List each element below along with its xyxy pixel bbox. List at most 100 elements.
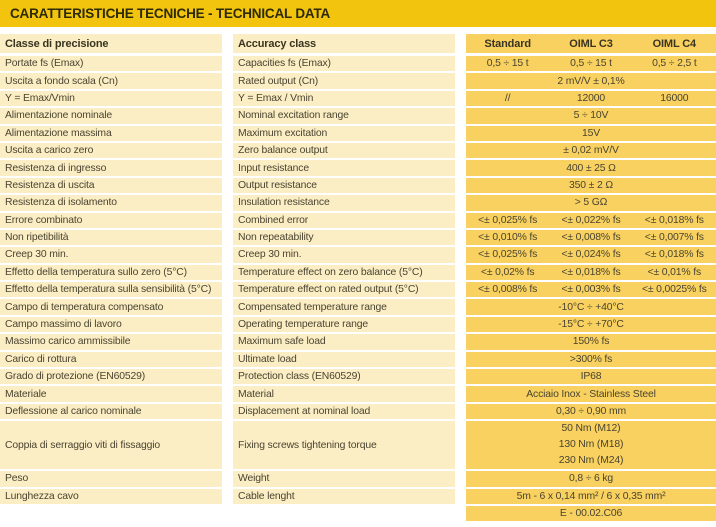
column-gap: [222, 73, 233, 88]
value-span-cell: >300% fs: [466, 351, 716, 368]
value-item: //: [504, 92, 511, 104]
label-italian-cell: Grado di protezione (EN60529): [0, 369, 222, 385]
value-cell: <± 0,02% fs <± 0,018% fs <± 0,01% fs: [466, 264, 716, 281]
column-gap: [455, 404, 466, 419]
value-item: 12000: [576, 92, 606, 104]
table-row: Deflessione al carico nominale Displaceme…: [0, 403, 716, 420]
column-gap: [455, 369, 466, 384]
value-span-cell: 150% fs: [466, 334, 716, 350]
label-english-cell: [233, 506, 455, 521]
table-row: Campo massimo di lavoro Operating tempera…: [0, 316, 716, 333]
label-italian-cell: Materiale: [0, 386, 222, 402]
value-item: <± 0,003% fs: [561, 284, 621, 296]
label-italian-cell: Uscita a carico zero: [0, 142, 222, 159]
value-item: <± 0,025% fs: [478, 214, 538, 226]
label-english-cell: Compensated temperature range: [233, 299, 455, 315]
column-gap: [455, 91, 466, 106]
column-gap: [455, 160, 466, 175]
value-line: 50 Nm (M12): [561, 423, 621, 435]
label-italian-cell: Carico di rottura: [0, 351, 222, 368]
label-italian-cell: Resistenza di isolamento: [0, 195, 222, 211]
value-item: 0,5 ÷ 2,5 t: [652, 58, 697, 70]
value-cell: <± 0,025% fs <± 0,024% fs <± 0,018% fs: [466, 247, 716, 263]
column-gap: [455, 386, 466, 401]
table-row: Alimentazione nominale Nominal excitation…: [0, 108, 716, 124]
column-gap: [222, 404, 233, 419]
value-span-cell: -10°C ÷ +40°C: [466, 299, 716, 315]
table-row: E - 00.02.C06: [0, 505, 716, 522]
label-english-cell: Nominal excitation range: [233, 108, 455, 124]
table-row: Portate fs (Emax) Capacities fs (Emax) 0,5…: [0, 56, 716, 72]
label-italian-cell: Peso: [0, 471, 222, 487]
value-item: 0,5 ÷ 15 t: [486, 58, 529, 70]
column-gap: [455, 213, 466, 228]
table-row: Grado di protezione (EN60529) Protection …: [0, 369, 716, 385]
value-item: 0,5 ÷ 15 t: [570, 58, 612, 70]
value-item: <± 0,008% fs: [561, 232, 621, 244]
column-gap: [455, 299, 466, 314]
value-item: <± 0,007% fs: [644, 232, 704, 244]
table-row: Carico di rottura Ultimate load >300% fs: [0, 351, 716, 368]
label-english-cell: Ultimate load: [233, 351, 455, 368]
value-span-cell: 0,30 ÷ 0,90 mm: [466, 403, 716, 420]
table-row: Alimentazione massima Maximum excitation 1…: [0, 125, 716, 141]
column-gap: [455, 56, 466, 71]
label-english-cell: Material: [233, 386, 455, 402]
label-english-cell: Fixing screws tightening torque: [233, 421, 455, 470]
value-item: <± 0,025% fs: [478, 249, 538, 261]
label-italian-cell: Lunghezza cavo: [0, 488, 222, 504]
value-span-cell: > 5 GΩ: [466, 195, 716, 211]
column-gap: [222, 369, 233, 384]
value-item: <± 0,02% fs: [480, 266, 535, 278]
column-gap: [455, 265, 466, 280]
value-item: <± 0,018% fs: [644, 249, 704, 261]
column-gap: [455, 421, 466, 469]
column-gap: [455, 506, 466, 521]
column-gap: [222, 247, 233, 262]
spec-table: Classe di precisione Accuracy class Stan…: [0, 34, 716, 522]
value-triple: <± 0,008% fs <± 0,003% fs <± 0,0025% fs: [466, 284, 716, 295]
value-triple: <± 0,025% fs <± 0,022% fs <± 0,018% fs: [466, 215, 716, 226]
column-gap: [222, 230, 233, 245]
column-gap: [222, 386, 233, 401]
column-gap: [222, 108, 233, 123]
table-row: Uscita a carico zero Zero balance output ±…: [0, 142, 716, 159]
value-span-cell: 0,8 ÷ 6 kg: [466, 471, 716, 487]
page-title: CARATTERISTICHE TECNICHE - TECHNICAL DAT…: [10, 6, 331, 21]
label-italian-cell: Alimentazione nominale: [0, 108, 222, 124]
label-english-cell: Capacities fs (Emax): [233, 56, 455, 72]
label-english-cell: Displacement at nominal load: [233, 403, 455, 420]
column-gap: [455, 334, 466, 349]
value-triple: 0,5 ÷ 15 t 0,5 ÷ 15 t 0,5 ÷ 2,5 t: [466, 58, 716, 69]
label-english-cell: Y = Emax / Vmin: [233, 90, 455, 107]
value-item: <± 0,022% fs: [561, 214, 621, 226]
table-row: Coppia di serraggio viti di fissaggio Fix…: [0, 421, 716, 470]
table-row: Materiale Material Acciaio Inox - Stainles…: [0, 386, 716, 402]
label-english-cell: Protection class (EN60529): [233, 369, 455, 385]
label-english-cell: Zero balance output: [233, 142, 455, 159]
column-gap: [455, 143, 466, 158]
value-item: <± 0,008% fs: [478, 284, 538, 296]
table-row: Uscita a fondo scala (Cn) Rated output (C…: [0, 73, 716, 89]
column-gap: [455, 352, 466, 367]
value-span-cell: 350 ± 2 Ω: [466, 177, 716, 194]
label-italian-cell: Resistenza di uscita: [0, 177, 222, 194]
column-gap: [222, 160, 233, 175]
column-header-oiml-c3: OIML C3: [569, 37, 613, 50]
column-gap: [222, 506, 233, 521]
column-gap: [455, 247, 466, 262]
table-row: Resistenza di isolamento Insulation resis…: [0, 195, 716, 211]
table-row: Resistenza di uscita Output resistance 350…: [0, 177, 716, 194]
label-english-cell: Output resistance: [233, 177, 455, 194]
value-span-cell: Acciaio Inox - Stainless Steel: [466, 386, 716, 402]
column-gap: [455, 489, 466, 504]
title-bar: CARATTERISTICHE TECNICHE - TECHNICAL DAT…: [0, 0, 716, 27]
value-cell: // 12000 16000: [466, 90, 716, 107]
label-english-cell: Temperature effect on rated output (5°C): [233, 282, 455, 298]
table-row: Resistenza di ingresso Input resistance 40…: [0, 160, 716, 176]
label-english-cell: Operating temperature range: [233, 316, 455, 333]
column-gap: [455, 230, 466, 245]
value-span-cell: -15°C ÷ +70°C: [466, 316, 716, 333]
value-span-cell: 400 ± 25 Ω: [466, 160, 716, 176]
value-cell: <± 0,008% fs <± 0,003% fs <± 0,0025% fs: [466, 282, 716, 298]
